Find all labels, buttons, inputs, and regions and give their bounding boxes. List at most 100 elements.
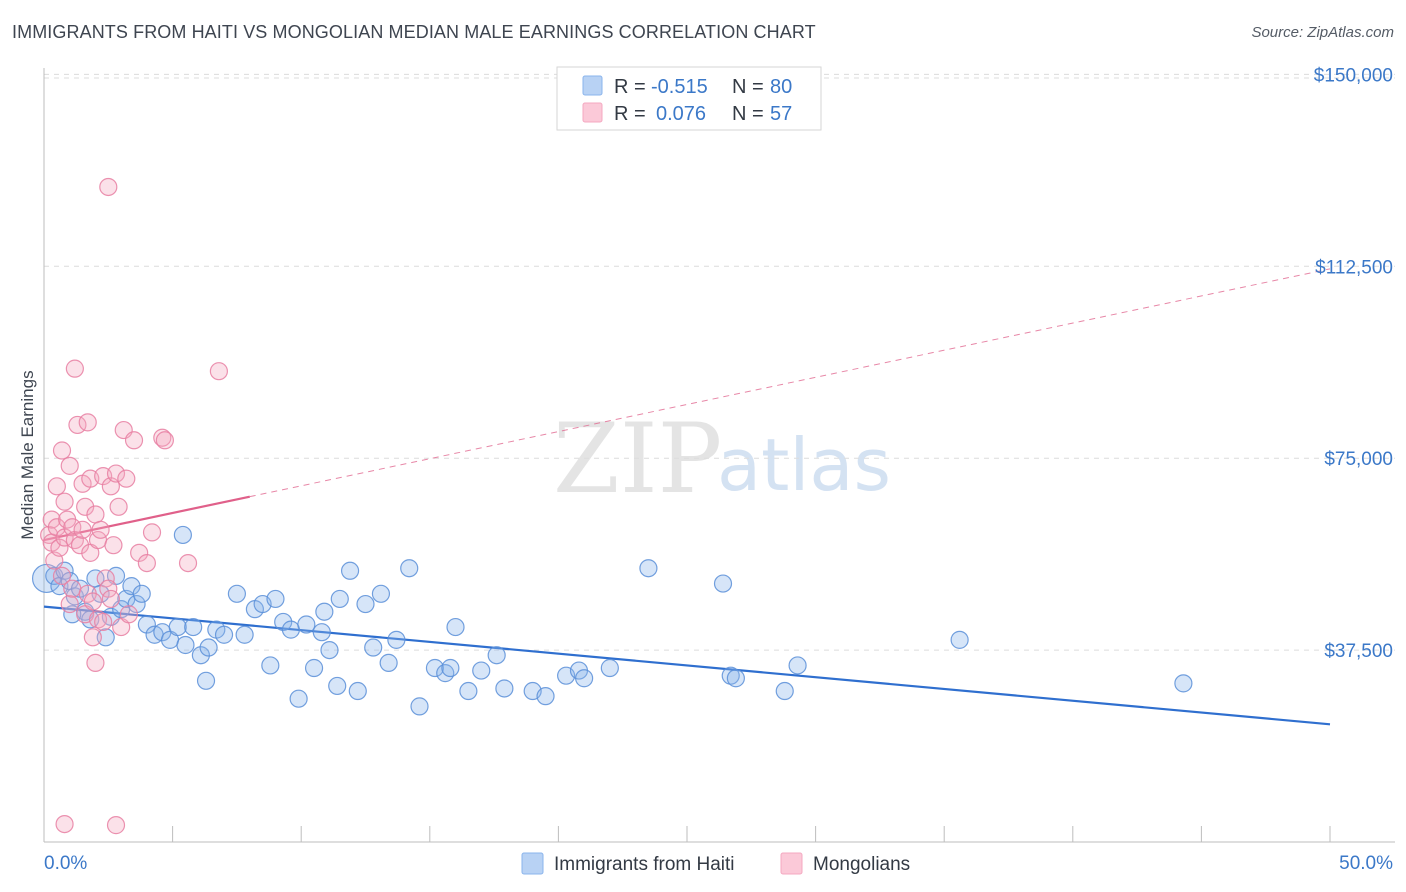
legend-n-label-haiti: N =	[732, 76, 764, 98]
haiti-point	[639, 559, 658, 578]
trend-line-haiti	[43, 605, 1331, 726]
haiti-point	[132, 584, 151, 603]
haiti-point	[289, 689, 308, 708]
y-axis-title: Median Male Earnings	[18, 370, 37, 539]
haiti-point	[472, 661, 491, 680]
haiti-point	[214, 625, 234, 644]
legend-n-value-mongolian: 57	[770, 103, 792, 125]
mongolian-point	[76, 497, 95, 516]
mongolian-point	[65, 530, 84, 550]
legend-n-label-mongolian: N =	[732, 103, 764, 125]
haiti-point	[127, 594, 146, 614]
mongolian-point	[52, 441, 72, 460]
legend-n-value-haiti: 80	[770, 76, 792, 98]
haiti-point	[328, 676, 347, 696]
haiti-point	[713, 574, 733, 593]
haiti-point	[315, 602, 334, 621]
mongolian-point	[83, 592, 102, 611]
mongolian-point	[153, 428, 172, 447]
bottom-legend-label-mongolian: Mongolians	[813, 854, 910, 875]
trend-line-mongolian-dashed	[249, 268, 1331, 498]
legend-swatch-haiti	[582, 75, 603, 96]
haiti-point	[184, 617, 203, 637]
haiti-point	[495, 679, 514, 698]
haiti-point	[1174, 674, 1193, 693]
haiti-point	[575, 669, 594, 688]
haiti-point	[199, 638, 218, 657]
mongolian-point	[83, 628, 102, 647]
bottom-legend-label-haiti: Immigrants from Haiti	[554, 854, 735, 875]
haiti-point	[536, 687, 555, 706]
haiti-point	[191, 646, 210, 665]
mongolian-point	[104, 536, 123, 555]
watermark-zip: ZIP	[553, 403, 722, 515]
mongolian-point	[65, 359, 84, 378]
mongolian-point	[106, 816, 126, 835]
mongolian-point	[106, 464, 126, 483]
y-tick-labels: $37,500 $75,000 $112,500 $150,000	[1314, 65, 1393, 662]
haiti-point	[312, 623, 331, 642]
legend-r-label-mongolian: R =	[614, 103, 646, 125]
haiti-point	[775, 681, 794, 701]
series-legend: Immigrants from Haiti Mongolians	[521, 852, 910, 875]
haiti-point	[96, 628, 115, 647]
y-tick-label-3: $150,000	[1314, 65, 1393, 86]
haiti-point	[459, 681, 478, 701]
haiti-point	[425, 658, 445, 678]
y-tick-label-2: $112,500	[1315, 257, 1393, 278]
haiti-point	[371, 584, 391, 603]
bottom-legend-swatch-haiti	[521, 852, 544, 875]
haiti-point	[788, 656, 807, 675]
haiti-point	[400, 559, 419, 578]
haiti-points	[31, 525, 1193, 716]
mongolian-points	[40, 177, 228, 835]
mongolian-point	[137, 553, 156, 573]
mongolian-point	[178, 553, 198, 573]
mongolian-point	[73, 520, 92, 539]
mongolian-point	[78, 413, 97, 432]
mongolian-point	[47, 518, 66, 537]
haiti-point	[266, 589, 285, 609]
mongolian-point	[117, 469, 136, 488]
mongolian-point	[63, 579, 82, 598]
haiti-point	[235, 625, 254, 644]
mongolian-point	[52, 566, 72, 585]
mongolian-point	[119, 605, 138, 624]
haiti-point	[261, 656, 280, 675]
haiti-point	[379, 653, 398, 672]
haiti-point	[340, 561, 360, 580]
x-tick-label-min: 0.0%	[44, 853, 87, 874]
chart-title: IMMIGRANTS FROM HAITI VS MONGOLIAN MEDIA…	[12, 22, 816, 42]
haiti-point	[721, 666, 740, 685]
haiti-point	[446, 617, 465, 637]
bottom-legend-swatch-mongolian	[780, 852, 803, 875]
y-tick-label-1: $75,000	[1324, 449, 1393, 470]
haiti-point	[387, 630, 406, 649]
mongolian-point	[86, 653, 105, 672]
stats-legend: R = -0.515 N = 80 R = 0.076 N = 57	[556, 66, 822, 131]
haiti-point	[348, 681, 367, 701]
haiti-point	[441, 658, 460, 678]
haiti-point	[364, 638, 383, 657]
haiti-point	[320, 640, 339, 660]
mongolian-point	[109, 497, 128, 516]
mongolian-point	[55, 814, 74, 834]
mongolian-point	[155, 431, 174, 450]
mongolian-point	[47, 477, 66, 496]
haiti-point	[297, 615, 316, 634]
legend-r-label-haiti: R =	[614, 76, 646, 98]
legend-swatch-mongolian	[582, 102, 603, 123]
axes	[43, 68, 1395, 843]
mongolian-point	[55, 528, 74, 547]
haiti-point	[196, 671, 216, 690]
mongolian-point	[94, 612, 113, 632]
haiti-point	[173, 525, 192, 545]
haiti-point	[274, 612, 293, 632]
legend-r-value-haiti: -0.515	[651, 76, 708, 98]
haiti-point	[227, 584, 246, 603]
haiti-point	[330, 589, 349, 609]
haiti-point	[600, 658, 619, 678]
haiti-point	[487, 646, 506, 665]
haiti-point	[726, 669, 745, 688]
